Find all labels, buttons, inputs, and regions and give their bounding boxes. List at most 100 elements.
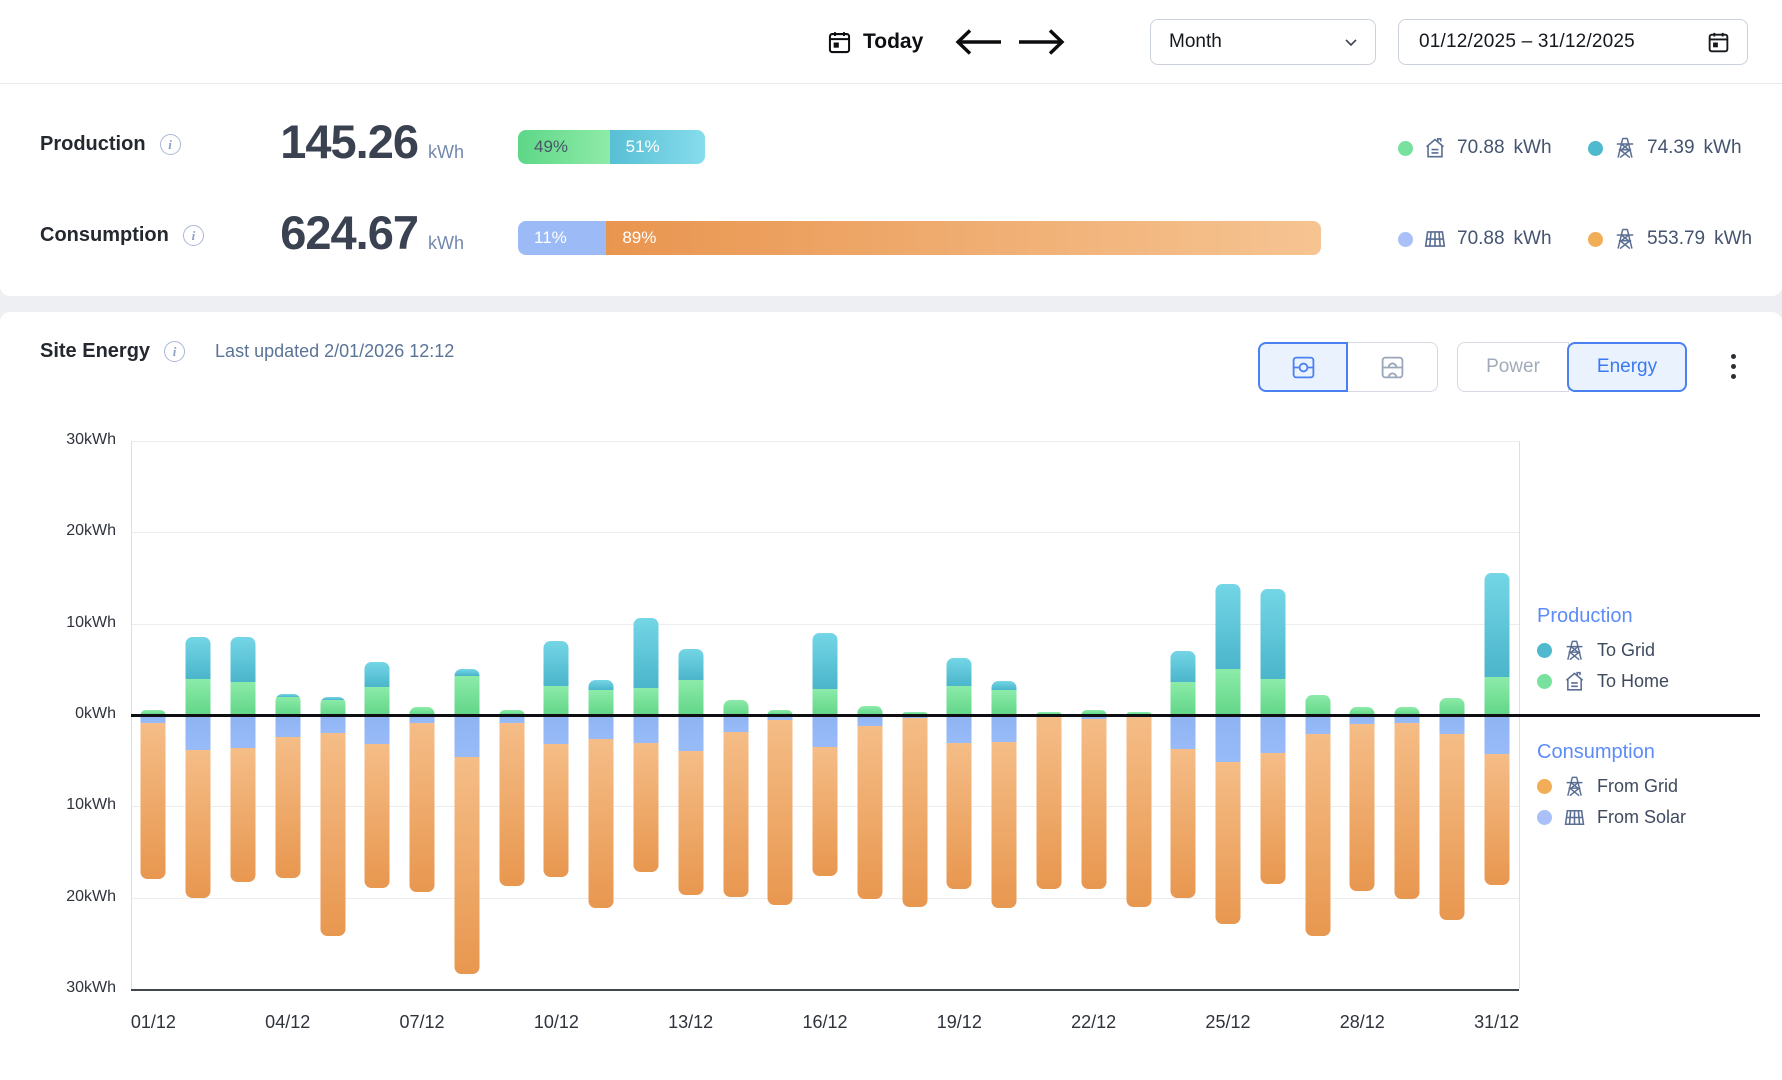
bar-segment-from-grid[interactable] [678, 750, 704, 895]
bar-segment-from-grid[interactable] [543, 744, 569, 878]
bar-segment-to-home[interactable] [1394, 706, 1420, 715]
bar-segment-from-solar[interactable] [1394, 715, 1420, 724]
bar-segment-from-solar[interactable] [499, 715, 525, 724]
bar-segment-from-solar[interactable] [364, 715, 390, 745]
bar-segment-from-grid[interactable] [454, 757, 480, 974]
bar-segment-from-solar[interactable] [1170, 715, 1196, 749]
bar-segment-to-home[interactable] [1305, 694, 1331, 715]
bar-segment-to-home[interactable] [1215, 669, 1241, 715]
bar-segment-to-home[interactable] [991, 690, 1017, 715]
bar-segment-to-grid[interactable] [1170, 651, 1196, 683]
period-select[interactable]: Month [1150, 19, 1376, 65]
chart-day-column[interactable] [355, 441, 400, 989]
bar-segment-from-grid[interactable] [1081, 718, 1107, 889]
chart-day-column[interactable] [848, 441, 893, 989]
bar-segment-to-home[interactable] [678, 680, 704, 715]
bar-segment-from-solar[interactable] [185, 715, 211, 750]
chart-day-column[interactable] [803, 441, 848, 989]
bar-segment-from-solar[interactable] [633, 715, 659, 744]
bar-segment-from-grid[interactable] [1170, 748, 1196, 898]
bar-segment-to-grid[interactable] [1484, 573, 1510, 677]
bar-segment-from-solar[interactable] [1260, 715, 1286, 754]
chart-day-column[interactable] [668, 441, 713, 989]
chart-day-column[interactable] [713, 441, 758, 989]
chart-day-column[interactable] [1385, 441, 1430, 989]
bar-segment-to-grid[interactable] [454, 669, 480, 676]
info-icon[interactable] [159, 134, 181, 155]
bar-segment-to-grid[interactable] [588, 680, 614, 691]
chart-day-column[interactable] [937, 441, 982, 989]
bar-segment-to-home[interactable] [543, 685, 569, 715]
bar-segment-from-grid[interactable] [1484, 754, 1510, 885]
bar-segment-from-grid[interactable] [1349, 724, 1375, 892]
bar-segment-to-home[interactable] [1170, 682, 1196, 715]
bar-segment-to-grid[interactable] [275, 694, 301, 697]
more-options-kebab-icon[interactable] [1727, 350, 1740, 383]
bar-segment-from-solar[interactable] [230, 715, 256, 748]
bar-segment-to-grid[interactable] [1215, 584, 1241, 670]
chart-day-column[interactable] [176, 441, 221, 989]
bar-segment-to-home[interactable] [1484, 676, 1510, 715]
bar-segment-from-grid[interactable] [1036, 716, 1062, 890]
bar-segment-to-grid[interactable] [230, 637, 256, 683]
chart-day-column[interactable] [444, 441, 489, 989]
bar-segment-to-home[interactable] [767, 709, 793, 715]
bar-segment-to-home[interactable] [857, 705, 883, 715]
bar-segment-to-home[interactable] [633, 687, 659, 715]
bar-segment-from-solar[interactable] [767, 715, 793, 720]
chart-day-column[interactable] [1430, 441, 1475, 989]
bar-segment-to-grid[interactable] [320, 696, 346, 700]
bar-segment-to-grid[interactable] [946, 657, 972, 686]
bar-segment-from-grid[interactable] [1126, 715, 1152, 907]
bar-segment-from-grid[interactable] [812, 747, 838, 876]
bar-segment-from-grid[interactable] [1260, 753, 1286, 884]
previous-period-arrow-icon[interactable] [952, 26, 1004, 58]
chart-day-column[interactable] [758, 441, 803, 989]
bar-segment-from-grid[interactable] [991, 741, 1017, 908]
bar-segment-from-grid[interactable] [1394, 723, 1420, 900]
bar-segment-from-grid[interactable] [1305, 734, 1331, 936]
bar-segment-to-home[interactable] [1349, 706, 1375, 715]
chart-day-column[interactable] [221, 441, 266, 989]
chart-day-column[interactable] [892, 441, 937, 989]
bar-segment-from-grid[interactable] [1215, 761, 1241, 925]
bar-segment-from-grid[interactable] [499, 723, 525, 886]
bar-segment-to-home[interactable] [588, 690, 614, 715]
bar-segment-to-grid[interactable] [633, 618, 659, 688]
bar-segment-from-solar[interactable] [812, 715, 838, 747]
power-tab[interactable]: Power [1457, 342, 1569, 392]
bar-segment-from-solar[interactable] [1439, 715, 1465, 735]
next-period-arrow-icon[interactable] [1016, 26, 1068, 58]
chart-day-column[interactable] [265, 441, 310, 989]
chart-day-column[interactable] [1474, 441, 1519, 989]
chart-day-column[interactable] [534, 441, 579, 989]
bar-segment-from-grid[interactable] [946, 743, 972, 890]
bar-segment-from-grid[interactable] [140, 723, 166, 880]
chart-day-column[interactable] [310, 441, 355, 989]
chart-day-column[interactable] [982, 441, 1027, 989]
chart-day-column[interactable] [624, 441, 669, 989]
bar-segment-to-grid[interactable] [678, 649, 704, 681]
chart-day-column[interactable] [1251, 441, 1296, 989]
bar-segment-from-grid[interactable] [409, 723, 435, 893]
bar-segment-to-home[interactable] [812, 688, 838, 715]
bar-segment-from-grid[interactable] [364, 744, 390, 889]
energy-tab[interactable]: Energy [1567, 342, 1687, 392]
bar-segment-to-grid[interactable] [185, 637, 211, 679]
today-button[interactable]: Today [826, 24, 923, 60]
bar-segment-from-grid[interactable] [633, 743, 659, 873]
bar-segment-to-home[interactable] [723, 699, 749, 715]
date-range-picker[interactable]: 01/12/2025 – 31/12/2025 [1398, 19, 1748, 65]
bar-segment-to-home[interactable] [454, 675, 480, 715]
bar-segment-to-grid[interactable] [140, 709, 166, 711]
bar-segment-from-grid[interactable] [588, 738, 614, 908]
bar-segment-from-grid[interactable] [767, 719, 793, 905]
bar-segment-to-home[interactable] [364, 686, 390, 715]
chart-day-column[interactable] [400, 441, 445, 989]
bar-segment-from-grid[interactable] [902, 717, 928, 907]
bar-segment-from-solar[interactable] [588, 715, 614, 739]
bar-segment-to-home[interactable] [409, 706, 435, 715]
bar-segment-to-home[interactable] [1081, 710, 1107, 715]
bar-segment-from-solar[interactable] [723, 715, 749, 733]
chart-day-column[interactable] [1116, 441, 1161, 989]
